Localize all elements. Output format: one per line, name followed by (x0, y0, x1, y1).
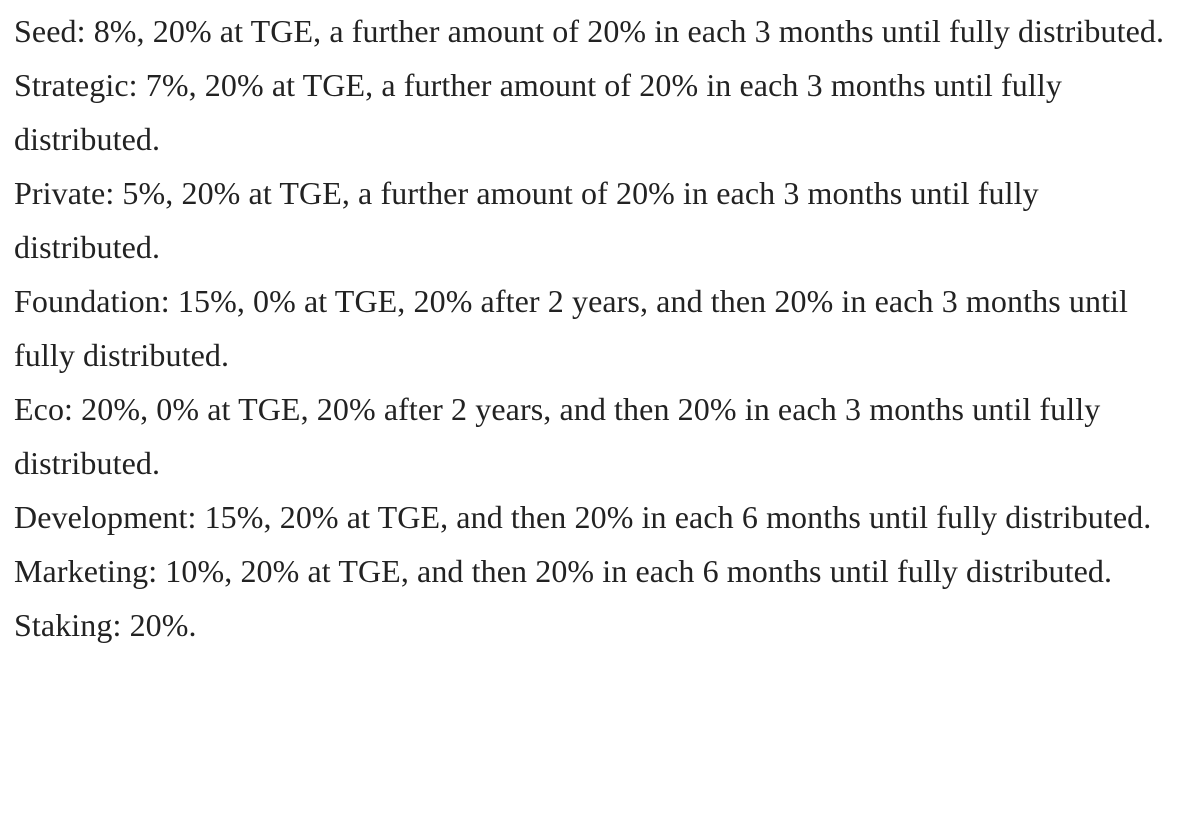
vesting-schedule-text: Seed: 8%, 20% at TGE, a further amount o… (14, 4, 1188, 652)
vesting-paragraph-foundation: Foundation: 15%, 0% at TGE, 20% after 2 … (14, 283, 1129, 373)
vesting-paragraph-eco: Eco: 20%, 0% at TGE, 20% after 2 years, … (14, 391, 1101, 481)
vesting-paragraph-private: Private: 5%, 20% at TGE, a further amoun… (14, 175, 1039, 265)
vesting-paragraph-strategic: Strategic: 7%, 20% at TGE, a further amo… (14, 67, 1062, 157)
vesting-paragraph-marketing: Marketing: 10%, 20% at TGE, and then 20%… (14, 553, 1113, 589)
vesting-paragraph-staking: Staking: 20%. (14, 607, 197, 643)
vesting-paragraph-seed: Seed: 8%, 20% at TGE, a further amount o… (14, 13, 1165, 49)
vesting-paragraph-development: Development: 15%, 20% at TGE, and then 2… (14, 499, 1152, 535)
